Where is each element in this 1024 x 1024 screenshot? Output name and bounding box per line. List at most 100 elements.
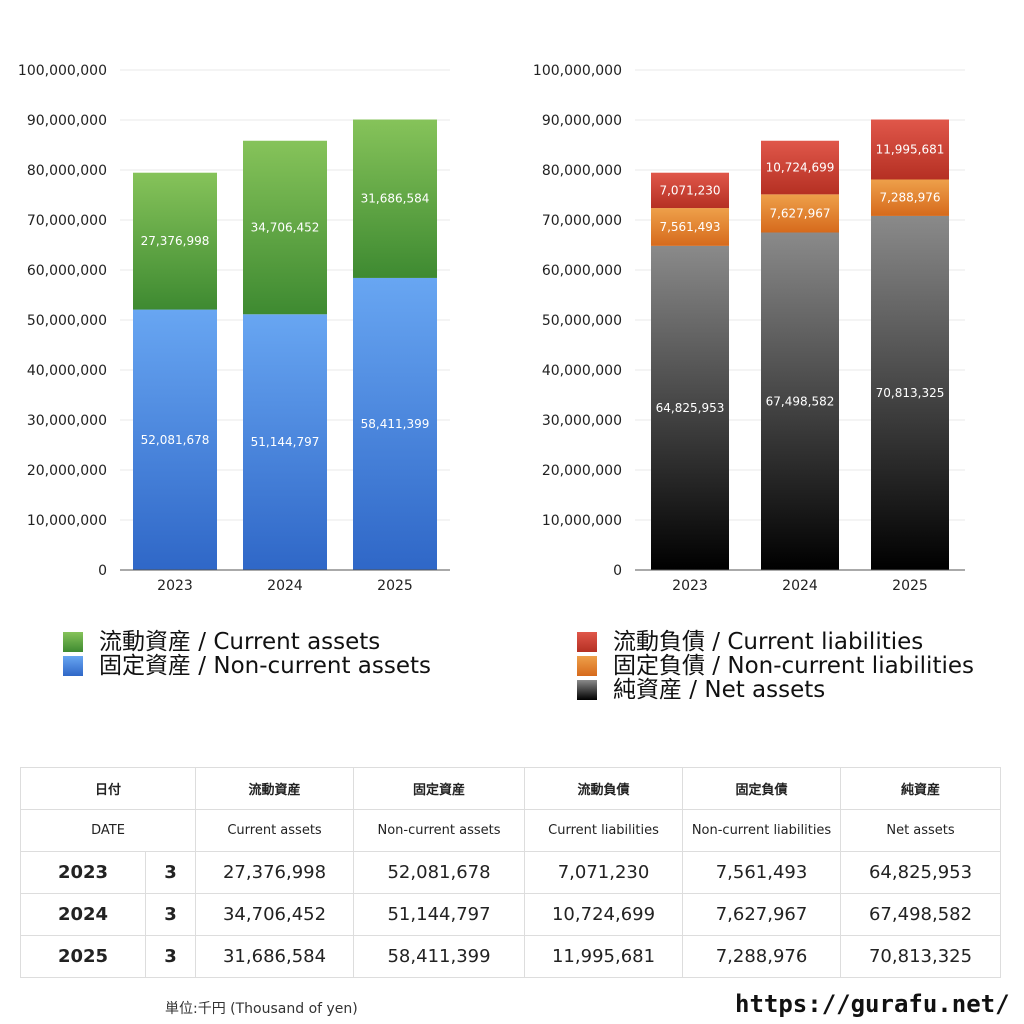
y-tick-label: 90,000,000: [27, 113, 107, 129]
liabilities-legend: 流動負債 / Current liabilities 固定負債 / Non-cu…: [577, 630, 974, 702]
bar-segment: [871, 119, 949, 180]
bar-segment: [651, 208, 729, 246]
header-current-assets-en: Current assets: [195, 809, 355, 852]
y-tick-label: 70,000,000: [542, 213, 622, 229]
bar-segment: [651, 172, 729, 209]
legend-swatch-current-assets: [63, 632, 83, 652]
bar-value-label: 7,071,230: [659, 183, 720, 197]
y-tick-label: 80,000,000: [542, 163, 622, 179]
y-tick-label: 70,000,000: [27, 213, 107, 229]
x-tick-label: 2023: [672, 578, 708, 594]
legend-swatch-noncurrent-assets: [63, 656, 83, 676]
cell-year: 2023: [20, 851, 146, 894]
bar-segment: [761, 194, 839, 233]
bar-value-label: 7,561,493: [659, 220, 720, 234]
legend-label-current-liabilities: 流動負債 / Current liabilities: [613, 629, 924, 655]
y-tick-label: 90,000,000: [542, 113, 622, 129]
header-date-ja: 日付: [19, 767, 197, 810]
bar-segment: [871, 179, 949, 216]
legend-item-current-liabilities: 流動負債 / Current liabilities: [577, 630, 974, 654]
bar-segment: [353, 119, 437, 278]
bar-value-label: 51,144,797: [251, 435, 320, 449]
y-tick-label: 50,000,000: [27, 313, 107, 329]
x-tick-label: 2025: [892, 578, 928, 594]
bar-value-label: 34,706,452: [251, 221, 320, 235]
legend-swatch-noncurrent-liabilities: [577, 656, 597, 676]
header-current-liabilities-en: Current liabilities: [524, 809, 684, 852]
bar-value-label: 70,813,325: [876, 386, 945, 400]
bar-value-label: 7,288,976: [879, 191, 940, 205]
legend-label-current-assets: 流動資産 / Current assets: [99, 629, 381, 655]
y-tick-label: 50,000,000: [542, 313, 622, 329]
legend-item-current-assets: 流動資産 / Current assets: [63, 630, 431, 654]
x-tick-label: 2024: [267, 578, 303, 594]
table-row: 2024 3 34,706,452 51,144,797 10,724,699 …: [20, 893, 1002, 936]
bar-segment: [243, 314, 327, 570]
legend-item-noncurrent-assets: 固定資産 / Non-current assets: [63, 654, 431, 678]
bar-value-label: 27,376,998: [141, 234, 210, 248]
bar-segment: [133, 309, 217, 570]
y-tick-label: 20,000,000: [27, 463, 107, 479]
y-tick-label: 60,000,000: [27, 263, 107, 279]
legend-label-noncurrent-assets: 固定資産 / Non-current assets: [99, 653, 432, 679]
bar-segment: [761, 140, 839, 195]
y-tick-label: 0: [613, 563, 622, 579]
bar-value-label: 31,686,584: [361, 192, 430, 206]
legend-label-noncurrent-liabilities: 固定負債 / Non-current liabilities: [613, 653, 974, 679]
cell-noncurrent-assets: 51,144,797: [353, 893, 526, 936]
cell-current-assets: 31,686,584: [195, 935, 355, 978]
assets-chart: 0 10,000,000 20,000,000 30,000,000 40,000,00…: [18, 63, 450, 594]
site-url: https://gurafu.net/: [735, 990, 1010, 1018]
cell-net-assets: 70,813,325: [840, 935, 1002, 978]
cell-noncurrent-assets: 52,081,678: [353, 851, 526, 894]
y-tick-label: 40,000,000: [542, 363, 622, 379]
cell-month: 3: [144, 893, 197, 936]
header-net-assets-en: Net assets: [840, 809, 1002, 852]
x-tick-label: 2025: [377, 578, 413, 594]
table-row: 2025 3 31,686,584 58,411,399 11,995,681 …: [20, 935, 1002, 978]
table-header-en-row: DATE Current assets Non-current assets C…: [19, 809, 1002, 852]
bar-value-label: 7,627,967: [769, 206, 830, 220]
liabilities-netassets-chart: 0 10,000,000 20,000,000 30,000,000 40,000,00…: [533, 63, 965, 594]
unit-note: 単位:千円 (Thousand of yen): [165, 1001, 358, 1017]
header-date-en: DATE: [19, 809, 197, 852]
table-header-ja-row: 日付 流動資産 固定資産 流動負債 固定負債 純資産: [19, 767, 1002, 810]
y-tick-label: 20,000,000: [542, 463, 622, 479]
legend-item-noncurrent-liabilities: 固定負債 / Non-current liabilities: [577, 654, 974, 678]
header-net-assets-ja: 純資産: [840, 767, 1002, 810]
y-tick-label: 10,000,000: [27, 513, 107, 529]
y-tick-label: 30,000,000: [542, 413, 622, 429]
legend-swatch-current-liabilities: [577, 632, 597, 652]
table-row: 2023 3 27,376,998 52,081,678 7,071,230 7…: [20, 851, 1002, 894]
assets-legend: 流動資産 / Current assets 固定資産 / Non-current…: [63, 630, 431, 678]
y-tick-label: 80,000,000: [27, 163, 107, 179]
cell-year: 2024: [20, 893, 146, 936]
bar-segment: [651, 245, 729, 570]
y-tick-label: 0: [98, 563, 107, 579]
y-tick-label: 100,000,000: [533, 63, 622, 79]
balance-sheet-table: 日付 流動資産 固定資産 流動負債 固定負債 純資産 DATE Current …: [19, 767, 1002, 978]
bar-value-label: 64,825,953: [656, 401, 725, 415]
y-tick-label: 100,000,000: [18, 63, 107, 79]
cell-current-assets: 27,376,998: [195, 851, 355, 894]
bar-value-label: 58,411,399: [361, 417, 430, 431]
cell-current-liabilities: 11,995,681: [524, 935, 684, 978]
bar-segment: [871, 215, 949, 570]
header-current-assets-ja: 流動資産: [195, 767, 355, 810]
cell-year: 2025: [20, 935, 146, 978]
cell-month: 3: [144, 935, 197, 978]
legend-label-net-assets: 純資産 / Net assets: [613, 677, 826, 703]
bar-value-label: 10,724,699: [766, 161, 835, 175]
cell-net-assets: 67,498,582: [840, 893, 1002, 936]
y-tick-label: 10,000,000: [542, 513, 622, 529]
cell-noncurrent-liabilities: 7,561,493: [682, 851, 842, 894]
bar-value-label: 11,995,681: [876, 142, 945, 156]
x-tick-label: 2024: [782, 578, 818, 594]
cell-current-liabilities: 7,071,230: [524, 851, 684, 894]
bar-value-label: 67,498,582: [766, 394, 835, 408]
bar-value-label: 52,081,678: [141, 433, 210, 447]
y-tick-label: 40,000,000: [27, 363, 107, 379]
cell-current-liabilities: 10,724,699: [524, 893, 684, 936]
header-noncurrent-assets-ja: 固定資産: [353, 767, 526, 810]
header-noncurrent-assets-en: Non-current assets: [353, 809, 526, 852]
